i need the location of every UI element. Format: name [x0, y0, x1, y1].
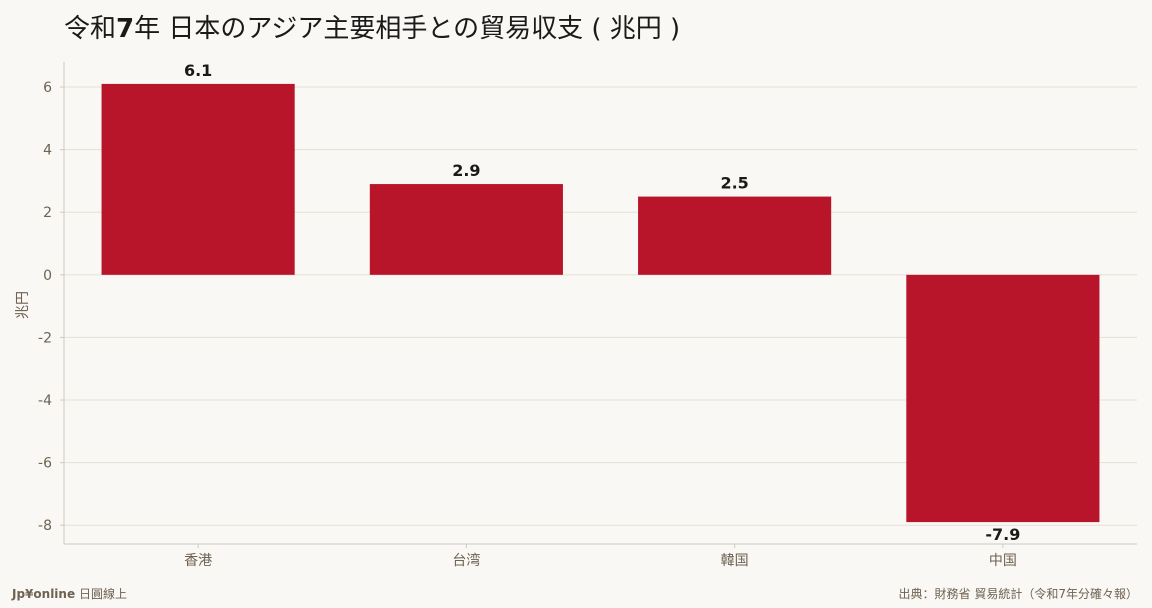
data-label: -7.9 [985, 525, 1020, 544]
x-tick-label: 韓国 [721, 553, 749, 569]
footer-brand: Jp¥online 日圓線上 [12, 585, 127, 602]
chart-title: 令和7年 日本のアジア主要相手との貿易収支 ( 兆円 ) [64, 14, 681, 44]
data-label: 6.1 [184, 61, 212, 80]
bar-2 [369, 184, 563, 275]
y-tick-label: 6 [43, 80, 52, 96]
y-tick-labels: 6 4 2 0 -2 -4 -6 -8 [38, 80, 52, 534]
y-tick-label: -2 [38, 330, 52, 346]
source-note: 出典：財務省 貿易統計（令和7年分確々報） [898, 587, 1138, 601]
brand-name: Jp¥online [12, 587, 76, 601]
brand-subtitle: 日圓線上 [78, 587, 127, 601]
y-tick-label: -6 [38, 456, 52, 472]
y-tick-label: 4 [43, 143, 52, 159]
x-tick-label: 中国 [989, 553, 1017, 569]
x-tick-label: 台湾 [452, 552, 480, 569]
data-labels: 6.1 2.9 2.5 -7.9 [184, 61, 1020, 544]
bar-1 [101, 83, 295, 275]
x-tick-labels: 香港 台湾 韓国 中国 [184, 552, 1017, 569]
y-tick-label: 2 [43, 205, 52, 221]
bar-3 [638, 196, 832, 275]
data-label: 2.9 [452, 161, 480, 180]
y-tick-label: -8 [38, 518, 52, 534]
data-label: 2.5 [720, 174, 748, 193]
y-tick-label: -4 [38, 393, 52, 409]
bars [101, 83, 1100, 523]
y-tick-label: 0 [43, 268, 52, 284]
x-tick-label: 香港 [184, 553, 212, 569]
y-axis-label: 兆円 [15, 291, 31, 319]
bar-4 [906, 274, 1100, 523]
axes [60, 62, 1137, 548]
